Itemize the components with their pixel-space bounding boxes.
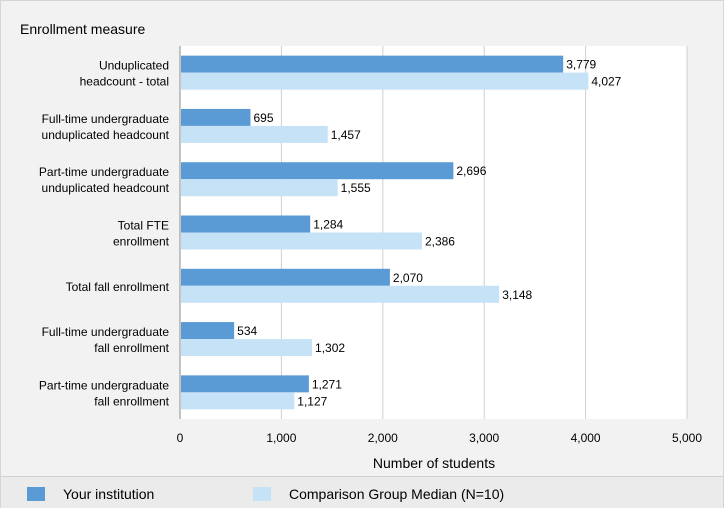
x-tick-label: 5,000 [672,431,702,445]
bar-value-label: 1,555 [341,181,371,195]
legend: Your institution Comparison Group Median… [1,476,723,508]
legend-label-comparison-median: Comparison Group Median (N=10) [289,486,505,502]
category-label: headcount - total [80,75,169,89]
bar-value-label: 1,284 [313,218,343,232]
bar-comparison-median [181,125,328,143]
legend-swatch-comparison-median [253,487,271,501]
bar-your-institution [181,108,251,126]
bar-chart: 3,779 4,027 695 1,457 2,696 1,555 1,284 2,386 2,… [20,21,703,471]
x-tick-label: 0 [177,431,184,445]
category-label: Total fall enrollment [66,280,170,294]
category-label: enrollment [113,235,170,249]
bar-comparison-median [181,232,422,250]
chart-title: Enrollment measure [20,21,145,37]
bar-value-label: 1,127 [297,394,327,408]
bar-value-label: 2,386 [425,235,455,249]
x-tick-label: 2,000 [368,431,398,445]
bar-your-institution [181,215,311,233]
bar-value-label: 534 [237,324,257,338]
bar-your-institution [181,322,235,340]
category-label: Full-time undergraduate [42,325,170,339]
bar-your-institution [181,375,309,393]
bar-value-label: 3,148 [502,288,532,302]
legend-label-your-institution: Your institution [63,486,155,502]
category-label: Total FTE [118,219,169,233]
x-tick-label: 1,000 [266,431,296,445]
bar-your-institution [181,162,454,180]
bar-value-label: 695 [253,111,273,125]
bars [181,55,589,410]
legend-item-comparison-median: Comparison Group Median (N=10) [253,486,504,502]
bar-value-label: 3,779 [566,58,596,72]
bar-value-labels: 3,779 4,027 695 1,457 2,696 1,555 1,284 2,386 2,… [237,58,622,409]
bar-value-label: 4,027 [591,75,621,89]
bar-comparison-median [181,339,313,357]
category-label: fall enrollment [94,394,169,408]
bar-comparison-median [181,392,295,410]
category-label: unduplicated headcount [42,181,170,195]
bar-value-label: 2,070 [393,271,423,285]
category-label: fall enrollment [94,341,169,355]
bar-comparison-median [181,179,338,197]
category-label: Part-time undergraduate [39,165,169,179]
bar-your-institution [181,268,390,286]
x-tick-label: 3,000 [469,431,499,445]
legend-swatch-your-institution [27,487,45,501]
x-tick-labels: 0 1,000 2,000 3,000 4,000 5,000 [177,431,703,445]
bar-value-label: 1,457 [331,128,361,142]
bar-comparison-median [181,72,589,90]
bar-value-label: 2,696 [456,164,486,178]
bar-comparison-median [181,285,500,303]
x-axis-label: Number of students [373,455,495,471]
bar-value-label: 1,302 [315,341,345,355]
category-labels: Unduplicated headcount - total Full-time u… [39,59,170,409]
category-label: Full-time undergraduate [42,112,170,126]
legend-item-your-institution: Your institution [27,486,154,502]
category-label: Unduplicated [99,59,169,73]
category-label: unduplicated headcount [42,128,170,142]
bar-value-label: 1,271 [312,377,342,391]
category-label: Part-time undergraduate [39,378,169,392]
x-tick-label: 4,000 [571,431,601,445]
bar-your-institution [181,55,564,73]
